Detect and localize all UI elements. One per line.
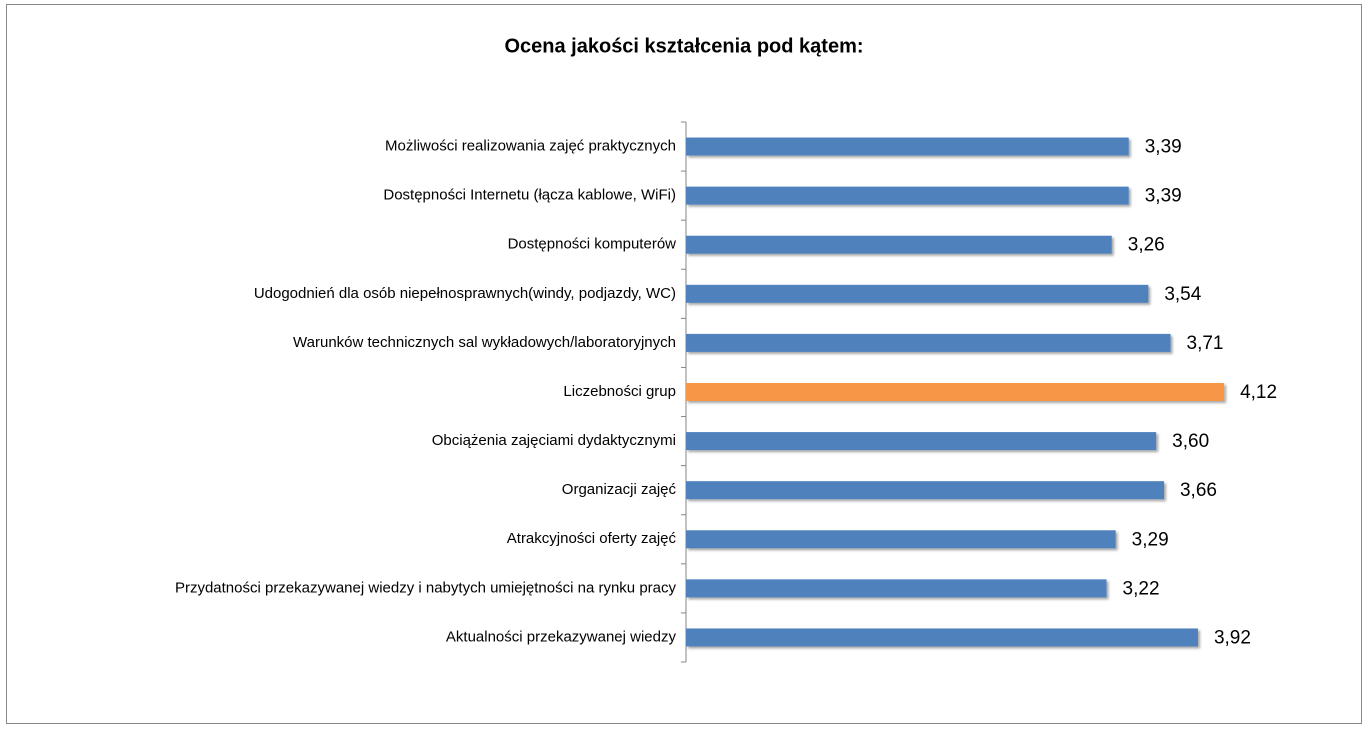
category-label: Dostępności komputerów xyxy=(508,236,677,253)
value-label: 3,66 xyxy=(1180,480,1217,501)
bar xyxy=(686,579,1107,598)
bar xyxy=(686,235,1112,254)
value-label: 3,54 xyxy=(1164,284,1201,305)
chart-title: Ocena jakości kształcenia pod kątem: xyxy=(504,35,863,57)
bar xyxy=(686,628,1198,647)
category-label: Aktualności przekazywanej wiedzy xyxy=(446,628,677,645)
value-label: 4,12 xyxy=(1240,382,1277,403)
category-label: Obciążenia zajęciami dydaktycznymi xyxy=(432,432,676,449)
value-label: 3,26 xyxy=(1128,235,1165,256)
chart-border xyxy=(6,4,1362,724)
value-label: 3,39 xyxy=(1145,137,1182,158)
category-label: Możliwości realizowania zajęć praktyczny… xyxy=(385,138,676,155)
bar xyxy=(686,137,1129,156)
value-label: 3,39 xyxy=(1145,186,1182,207)
category-label: Warunków technicznych sal wykładowych/la… xyxy=(293,334,676,351)
category-label: Przydatności przekazywanej wiedzy i naby… xyxy=(175,579,677,596)
bar xyxy=(686,186,1129,205)
bar xyxy=(686,530,1116,549)
bar xyxy=(686,383,1225,401)
bar xyxy=(686,481,1164,500)
category-label: Udogodnień dla osób niepełnosprawnych(wi… xyxy=(254,285,676,302)
value-label: 3,71 xyxy=(1187,333,1224,354)
category-label: Organizacji zajęć xyxy=(562,481,677,498)
category-label: Liczebności grup xyxy=(563,383,676,400)
bar xyxy=(686,432,1157,451)
value-label: 3,92 xyxy=(1214,627,1251,648)
category-label: Atrakcyjności oferty zajęć xyxy=(507,530,677,547)
bar xyxy=(686,333,1171,352)
category-label: Dostępności Internetu (łącza kablowe, Wi… xyxy=(383,187,676,204)
value-label: 3,22 xyxy=(1123,578,1160,599)
value-label: 3,60 xyxy=(1172,431,1209,452)
value-label: 3,29 xyxy=(1132,529,1169,550)
bar xyxy=(686,284,1149,303)
